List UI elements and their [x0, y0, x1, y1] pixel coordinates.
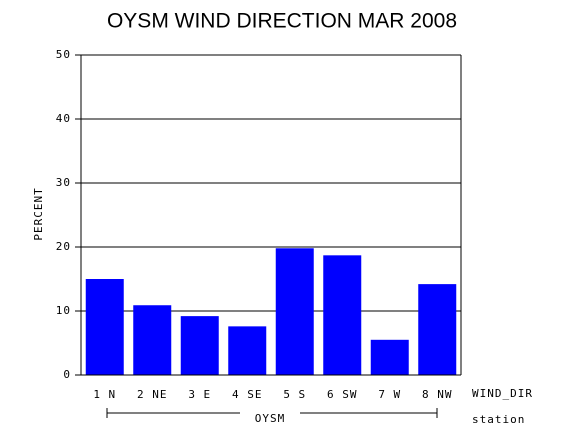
bar — [85, 279, 124, 375]
bar — [133, 305, 172, 375]
y-tick-label: 40 — [56, 112, 71, 125]
x-tick-label: 6 SW — [327, 388, 358, 401]
y-tick-label: 20 — [56, 240, 71, 253]
bar — [275, 248, 314, 375]
y-axis-label: PERCENT — [32, 187, 45, 240]
bar — [418, 284, 457, 375]
x-tick-label: 2 NE — [137, 388, 168, 401]
x-axis-label: WIND_DIR — [472, 387, 533, 400]
x-tick-label: 7 W — [378, 388, 401, 401]
bar — [228, 326, 267, 375]
y-tick-label: 30 — [56, 176, 71, 189]
bar — [370, 339, 409, 375]
group-axis-label: station — [472, 413, 525, 426]
x-tick-label: 4 SE — [232, 388, 263, 401]
y-tick-label: 10 — [56, 304, 71, 317]
x-tick-label: 3 E — [188, 388, 211, 401]
chart-title: OYSM WIND DIRECTION MAR 2008 — [107, 10, 457, 33]
y-tick-label: 0 — [63, 368, 71, 381]
y-tick-label: 50 — [56, 48, 71, 61]
x-tick-label: 1 N — [93, 388, 116, 401]
bar — [180, 316, 219, 375]
bar — [323, 255, 362, 375]
x-tick-label: 8 NW — [422, 388, 453, 401]
group-label: OYSM — [255, 412, 286, 425]
x-tick-label: 5 S — [283, 388, 306, 401]
